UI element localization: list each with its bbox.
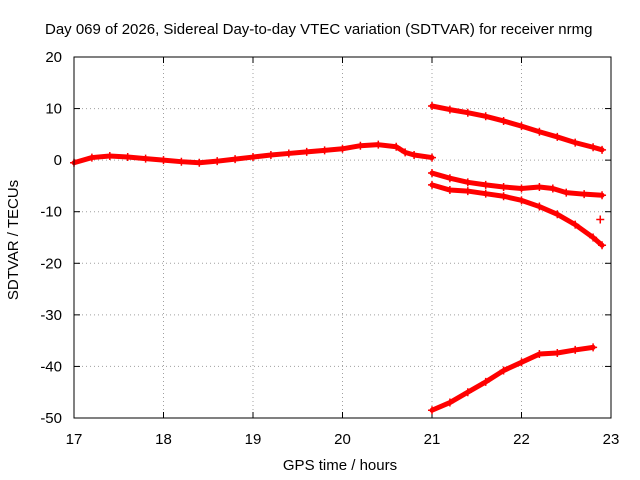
data-point <box>338 144 347 153</box>
data-point <box>517 196 526 205</box>
plot-frame <box>73 56 612 419</box>
data-point <box>231 155 240 164</box>
data-point <box>302 147 311 156</box>
data-point <box>553 349 562 358</box>
data-point <box>571 138 580 147</box>
data-point <box>589 143 598 152</box>
y-tick-label: 10 <box>45 101 62 118</box>
y-tick-label: 20 <box>45 49 62 66</box>
data-point <box>463 187 472 196</box>
data-point <box>481 377 490 386</box>
data-point <box>499 182 508 191</box>
data-point <box>284 149 293 158</box>
data-point <box>571 220 580 229</box>
data-point <box>535 202 544 211</box>
data-point <box>517 122 526 131</box>
data-point <box>580 190 589 199</box>
data-point <box>481 189 490 198</box>
data-point <box>499 366 508 375</box>
data-point <box>463 388 472 397</box>
y-tick-label: -10 <box>40 204 62 221</box>
data-point <box>481 180 490 189</box>
data-point <box>249 153 257 162</box>
series-trace <box>429 344 596 413</box>
data-point <box>266 150 275 159</box>
data-point <box>356 141 365 150</box>
data-point <box>463 178 472 187</box>
chart-title: Day 069 of 2026, Sidereal Day-to-day VTE… <box>45 21 592 38</box>
data-point <box>598 145 607 154</box>
data-point <box>589 343 598 352</box>
grid <box>74 57 611 418</box>
x-axis-label: GPS time / hours <box>283 457 397 474</box>
x-tick-label: 18 <box>155 431 172 448</box>
data-point <box>410 150 419 159</box>
series-6 <box>428 343 598 415</box>
x-tick-label: 20 <box>334 431 351 448</box>
x-tick-label: 17 <box>66 431 83 448</box>
data-points <box>70 101 607 415</box>
data-point <box>445 174 454 183</box>
data-point <box>596 215 605 224</box>
data-point <box>535 182 544 191</box>
data-point <box>428 101 436 110</box>
data-point <box>553 132 562 141</box>
data-point <box>535 350 544 359</box>
data-point <box>517 358 526 367</box>
series-2 <box>428 101 607 154</box>
data-point <box>401 148 410 157</box>
data-point <box>428 169 436 178</box>
data-point <box>105 152 114 161</box>
series-1 <box>70 140 436 167</box>
x-tick-label: 23 <box>603 431 620 448</box>
data-point <box>445 186 454 195</box>
data-point <box>428 180 436 189</box>
data-point <box>195 158 204 167</box>
data-point <box>499 192 508 201</box>
data-point <box>548 184 557 193</box>
data-point <box>177 157 186 166</box>
y-tick-label: 0 <box>54 152 62 169</box>
data-point <box>598 241 607 250</box>
data-point <box>213 157 222 166</box>
y-axis-label: SDTVAR / TECUs <box>5 180 22 300</box>
data-point <box>123 153 132 162</box>
data-point <box>445 105 454 114</box>
data-point <box>553 210 562 219</box>
data-point <box>535 127 544 136</box>
y-tick-label: -40 <box>40 358 62 375</box>
data-point <box>320 146 329 155</box>
data-point <box>499 116 508 125</box>
data-point <box>481 112 490 121</box>
data-point <box>428 153 436 162</box>
axis-ticks: 17 18 19 20 21 22 23 20 10 0 -10 -20 -30 -40 -50 <box>40 49 619 448</box>
data-point <box>141 154 150 163</box>
data-point <box>374 140 383 149</box>
data-point <box>445 398 454 407</box>
data-point <box>517 184 526 193</box>
data-point <box>428 406 436 415</box>
data-point <box>598 191 607 200</box>
series-trace <box>71 142 435 166</box>
y-tick-label: -50 <box>40 410 62 427</box>
y-tick-label: -20 <box>40 255 62 272</box>
data-point <box>159 156 168 165</box>
series-5 <box>596 215 605 224</box>
data-point <box>392 142 401 151</box>
data-point <box>87 153 96 162</box>
series-3 <box>428 169 607 200</box>
data-point <box>571 345 580 354</box>
y-tick-label: -30 <box>40 307 62 324</box>
data-point <box>562 188 571 197</box>
x-tick-label: 19 <box>245 431 262 448</box>
x-tick-label: 22 <box>513 431 530 448</box>
data-point <box>463 108 472 117</box>
series-4 <box>428 180 607 250</box>
data-point <box>589 233 598 242</box>
x-tick-label: 21 <box>424 431 441 448</box>
